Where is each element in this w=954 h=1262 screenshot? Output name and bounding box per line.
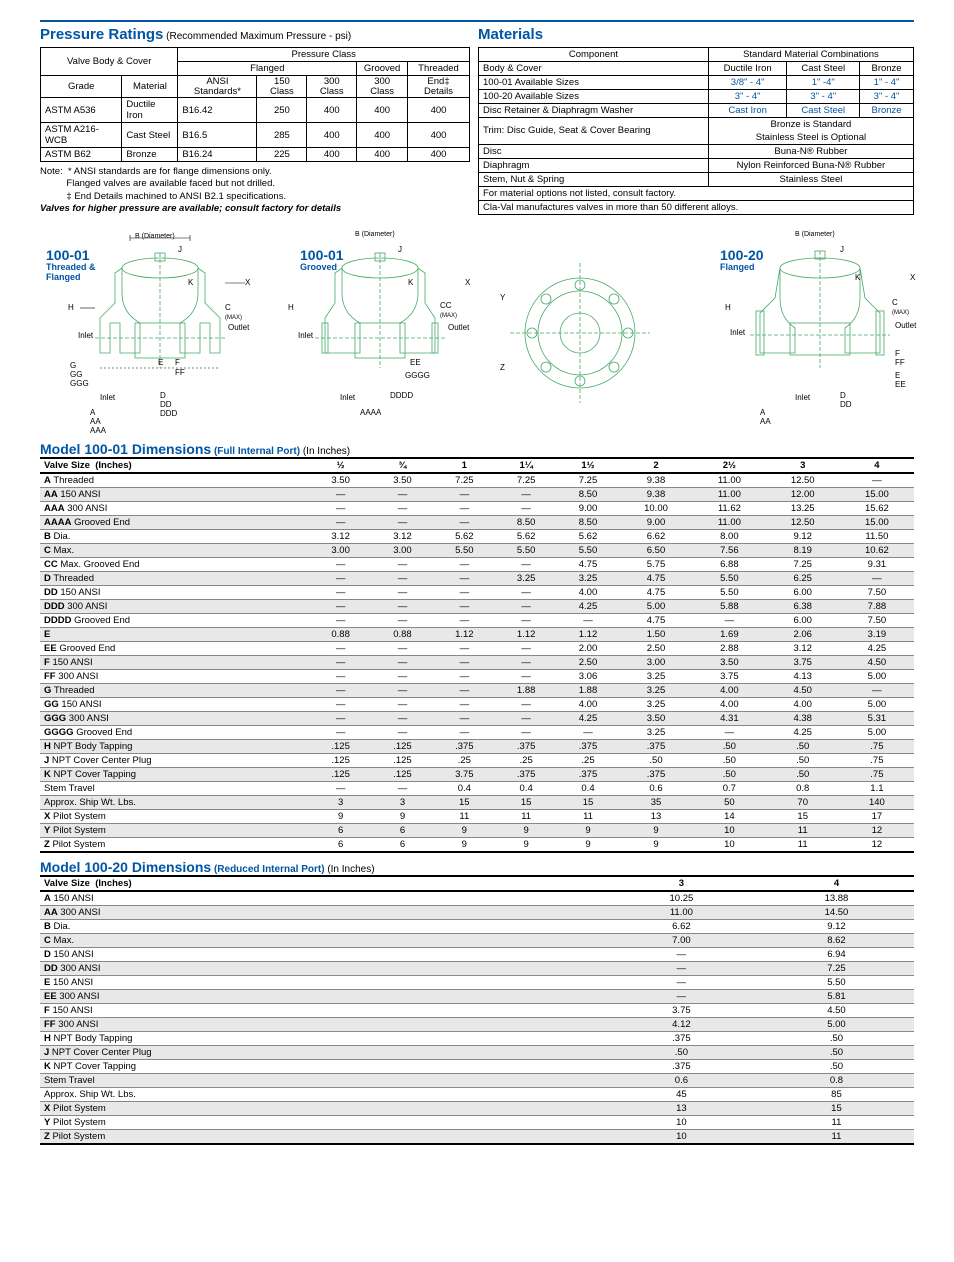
dim20-table: Valve Size (Inches)34A 150 ANSI10.2513.8… — [40, 875, 914, 1145]
dim01-title: Model 100-01 Dimensions — [40, 441, 211, 457]
diagram-100-01-flanged: 100-01 Threaded & Flanged B (Diameter) J… — [40, 223, 254, 433]
pressure-note: Note: * ANSI standards are for flange di… — [40, 166, 470, 215]
materials-title: Materials — [478, 26, 543, 43]
dim01-table: Valve Size (Inches)½¾11¼1½22½34A Threade… — [40, 457, 914, 853]
pressure-title: Pressure Ratings — [40, 26, 163, 43]
diagram-100-20-front: Y Z — [480, 223, 694, 433]
materials-table: ComponentStandard Material Combinations … — [478, 47, 914, 215]
pressure-sub: (Recommended Maximum Pressure - psi) — [166, 31, 351, 42]
diagram-100-20-flanged: 100-20 Flanged B (Diameter) J K X H C(MA… — [700, 223, 914, 433]
dim20-title: Model 100-20 Dimensions — [40, 859, 211, 875]
diagram-row: 100-01 Threaded & Flanged B (Diameter) J… — [40, 223, 914, 433]
pressure-table: Valve Body & Cover Pressure Class Flange… — [40, 47, 470, 162]
diagram-100-01-grooved: 100-01 Grooved B (Diameter) J K X H CC(M… — [260, 223, 474, 433]
